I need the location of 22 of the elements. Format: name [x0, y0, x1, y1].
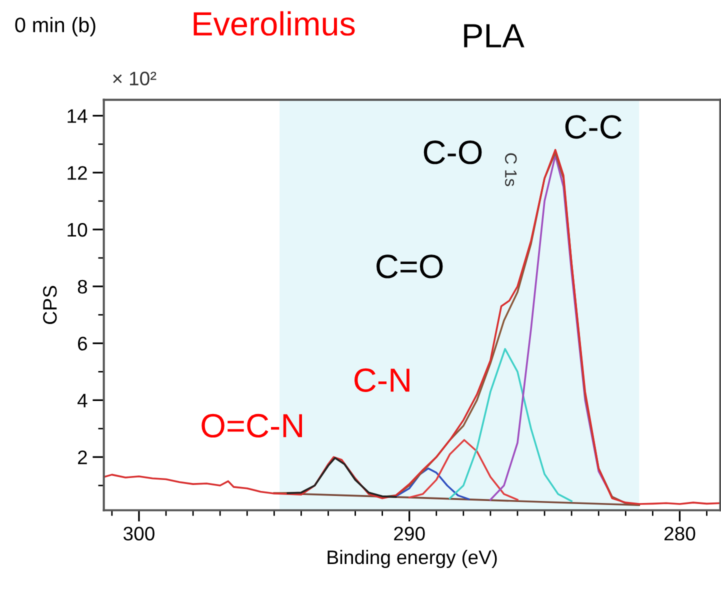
annotation: C-C — [565, 115, 622, 139]
annotation: C=O — [376, 254, 443, 278]
annotation: C 1s — [504, 153, 517, 186]
y-tick-label: 4 — [77, 394, 88, 408]
text: PLA — [464, 24, 524, 48]
y-axis-title: CPS — [43, 286, 57, 324]
y-tick-label: 2 — [78, 450, 87, 464]
x-tick-label: 280 — [664, 526, 696, 540]
annotation: O=C-N — [202, 414, 302, 438]
y-tick-label: 8 — [78, 280, 88, 294]
annotation: C-O — [424, 140, 482, 164]
y-tick-label: 12 — [68, 166, 87, 180]
x-tick-label: 300 — [123, 526, 154, 540]
text: × 10² — [113, 72, 156, 86]
chart-title: 0 min (b) — [15, 17, 96, 36]
x-axis-title: Binding energy (eV) — [328, 550, 497, 568]
y-tick-label: 6 — [78, 336, 87, 351]
y-tick-label: 10 — [68, 222, 88, 237]
text: Everolimus — [194, 11, 355, 36]
x-tick-label: 290 — [394, 526, 425, 540]
annotation: C-N — [354, 368, 410, 392]
y-tick-label: 14 — [68, 109, 88, 123]
